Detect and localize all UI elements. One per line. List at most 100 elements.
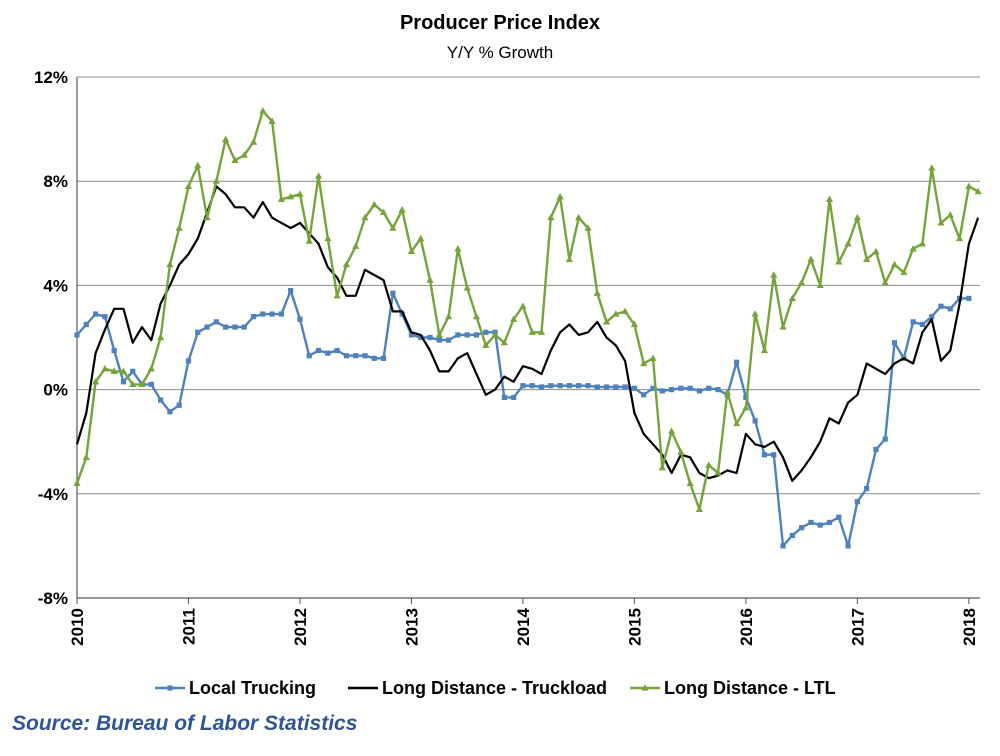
- data-point: [445, 312, 453, 320]
- data-point: [854, 499, 860, 505]
- data-point: [148, 381, 154, 387]
- data-point: [576, 383, 582, 389]
- data-point: [966, 295, 972, 302]
- legend-marker: [641, 684, 649, 691]
- data-point: [584, 224, 592, 231]
- series-0: [74, 288, 972, 549]
- data-point: [918, 239, 926, 247]
- data-point: [324, 234, 332, 242]
- legend-label: Local Trucking: [189, 678, 316, 698]
- data-point: [612, 310, 620, 317]
- data-point: [955, 234, 964, 242]
- data-point: [483, 329, 489, 335]
- data-point: [594, 384, 600, 390]
- data-point: [937, 219, 945, 226]
- data-point: [500, 338, 508, 346]
- data-point: [82, 453, 90, 460]
- data-point: [714, 469, 722, 476]
- data-point: [158, 397, 164, 403]
- data-point: [789, 532, 795, 539]
- data-point: [734, 359, 740, 365]
- data-point: [194, 161, 202, 169]
- data-point: [222, 135, 230, 143]
- data-point: [102, 314, 108, 320]
- data-point: [278, 311, 284, 317]
- data-point: [891, 340, 898, 346]
- x-tick-label: 2010: [68, 608, 87, 646]
- data-point: [417, 234, 425, 242]
- data-point: [723, 388, 731, 395]
- data-point: [947, 306, 953, 312]
- data-point: [882, 436, 888, 442]
- data-point: [603, 384, 610, 390]
- data-point: [742, 404, 750, 411]
- data-point: [204, 324, 210, 330]
- data-point: [519, 302, 527, 309]
- data-point: [760, 346, 769, 354]
- data-point: [520, 383, 526, 389]
- data-point: [825, 195, 834, 203]
- series-line: [76, 289, 969, 548]
- data-point: [277, 195, 285, 203]
- chart-subtitle: Y/Y % Growth: [446, 43, 554, 62]
- data-point: [938, 303, 944, 309]
- data-point: [808, 519, 814, 526]
- y-tick-label: 12%: [34, 68, 68, 87]
- data-point: [511, 394, 517, 401]
- data-point: [120, 379, 127, 385]
- data-point: [974, 187, 982, 195]
- data-point: [873, 446, 879, 453]
- data-point: [537, 328, 546, 335]
- data-point: [333, 292, 341, 299]
- plot-area: [73, 107, 982, 549]
- data-point: [631, 385, 638, 391]
- data-point: [371, 355, 377, 361]
- data-point: [613, 384, 619, 390]
- data-point: [780, 543, 786, 549]
- data-point: [408, 332, 415, 338]
- data-point: [111, 347, 117, 354]
- legend-label: Long Distance - Truckload: [382, 678, 607, 698]
- gridlines: [77, 76, 980, 495]
- legend-label: Long Distance - LTL: [664, 678, 836, 698]
- data-point: [426, 276, 434, 283]
- data-point: [473, 332, 480, 338]
- data-point: [352, 242, 360, 249]
- data-point: [529, 383, 535, 389]
- data-point: [733, 419, 741, 427]
- data-point: [83, 321, 89, 328]
- data-point: [770, 271, 778, 278]
- data-point: [566, 383, 572, 389]
- data-point: [362, 353, 368, 359]
- data-point: [92, 311, 99, 317]
- data-point: [491, 331, 499, 338]
- data-point: [389, 224, 397, 231]
- data-point: [119, 367, 128, 374]
- data-point: [640, 359, 648, 367]
- data-point: [798, 278, 806, 286]
- data-point: [706, 385, 712, 391]
- data-point: [407, 247, 416, 255]
- data-point: [946, 211, 954, 218]
- data-point: [240, 151, 248, 158]
- data-point: [110, 367, 118, 374]
- data-point: [668, 387, 675, 393]
- data-point: [715, 387, 721, 393]
- data-point: [965, 182, 973, 190]
- data-point: [835, 258, 843, 265]
- data-point: [287, 193, 295, 200]
- data-point: [305, 237, 313, 244]
- data-point: [195, 329, 201, 335]
- data-point: [455, 332, 461, 338]
- data-point: [658, 463, 666, 471]
- data-point: [176, 402, 182, 408]
- data-point: [353, 353, 359, 359]
- series-line: [75, 109, 979, 511]
- data-point: [435, 331, 443, 338]
- data-point: [844, 239, 852, 247]
- data-point: [845, 543, 851, 549]
- data-point: [212, 177, 220, 184]
- data-point: [622, 384, 628, 390]
- data-point: [342, 260, 351, 268]
